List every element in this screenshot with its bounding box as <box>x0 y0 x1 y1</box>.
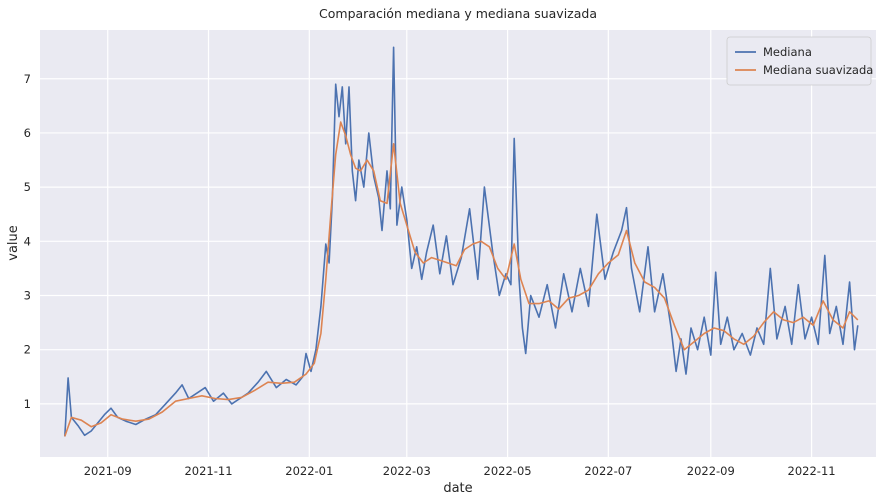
y-tick-label: 1 <box>24 397 31 411</box>
x-tick-label: 2021-09 <box>84 464 132 478</box>
series-lines <box>64 46 859 437</box>
series-line-mediana-suavizada <box>64 121 859 437</box>
y-tick-label: 5 <box>24 180 31 194</box>
grid <box>40 30 876 457</box>
x-tick-label: 2022-09 <box>687 464 735 478</box>
y-tick-label: 3 <box>24 289 31 303</box>
y-tick-label: 6 <box>24 126 31 140</box>
plot-area <box>40 30 876 457</box>
x-axis-label: date <box>443 481 472 496</box>
y-tick-label: 2 <box>24 343 31 357</box>
legend-label-mediana: Mediana <box>763 45 812 59</box>
x-tick-label: 2022-03 <box>383 464 431 478</box>
y-tick-label: 4 <box>24 234 31 248</box>
legend-box <box>726 36 872 86</box>
y-tick-labels: 1 2 3 4 5 6 7 <box>24 72 31 411</box>
x-tick-labels: 2021-09 2021-11 2022-01 2022-03 2022-05 2022-… <box>84 464 836 478</box>
x-tick-label: 2021-11 <box>184 464 232 478</box>
x-tick-label: 2022-05 <box>484 464 532 478</box>
legend: Mediana Mediana suavizada <box>726 36 873 86</box>
x-tick-label: 2022-01 <box>285 464 333 478</box>
x-tick-label: 2022-11 <box>788 464 836 478</box>
chart-title: Comparación mediana y mediana suavizada <box>319 6 597 21</box>
legend-label-mediana-suavizada: Mediana suavizada <box>763 63 873 77</box>
y-axis-label: value <box>6 225 21 261</box>
y-tick-label: 7 <box>24 72 31 86</box>
series-line-mediana <box>64 46 859 437</box>
x-tick-label: 2022-07 <box>584 464 632 478</box>
